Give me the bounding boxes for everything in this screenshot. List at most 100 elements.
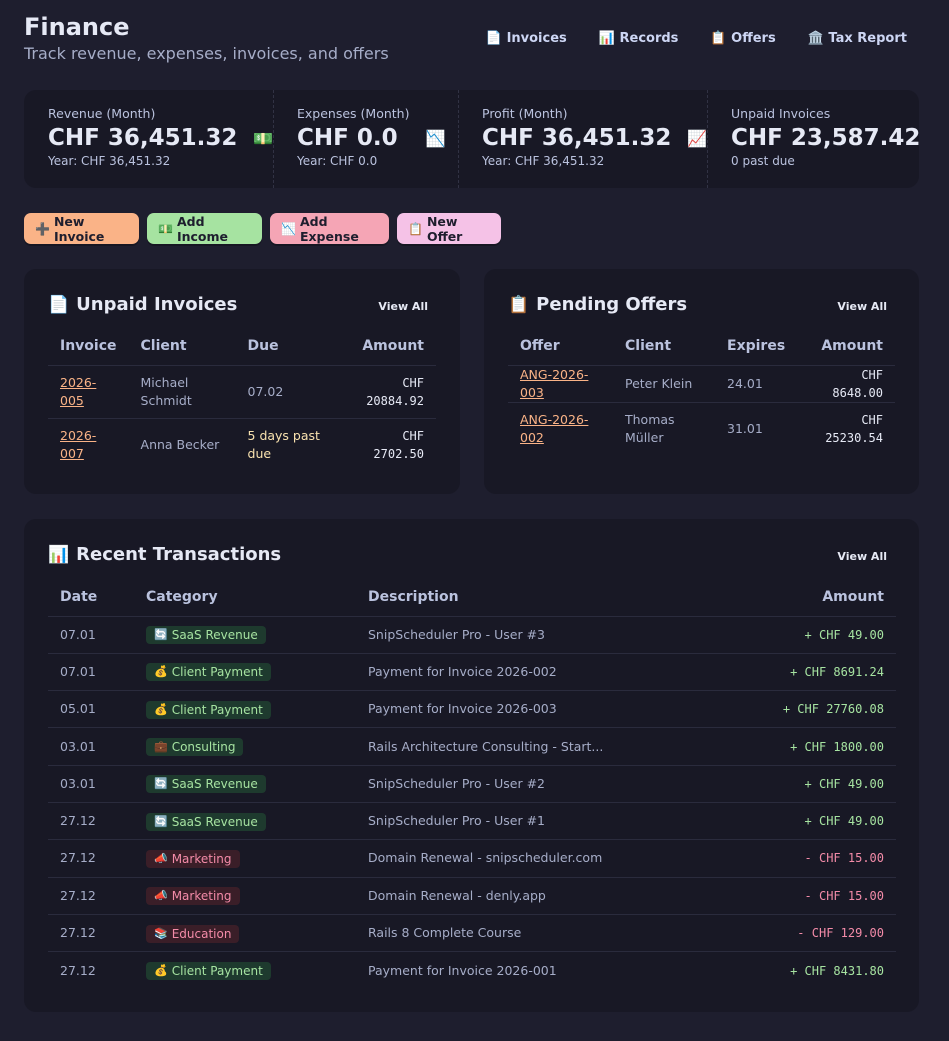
stat-divider	[458, 90, 459, 188]
category-label: Client Payment	[171, 665, 263, 680]
description-cell: SnipScheduler Pro - User #2	[356, 765, 736, 803]
date-cell: 03.01	[48, 727, 134, 766]
table-row: 05.01 💰 Client Payment Payment for Invoice …	[48, 690, 896, 729]
offer-link[interactable]: ANG-2026-003	[520, 366, 589, 400]
column-header: Offer	[508, 327, 613, 366]
amount-cell: + CHF 49.00	[736, 616, 896, 654]
stat-sub: 0 past due	[731, 154, 795, 168]
column-header: Client	[128, 327, 236, 366]
amount-cell: - CHF 15.00	[736, 877, 896, 915]
stat-sub: Year: CHF 36,451.32	[48, 154, 171, 168]
view-all-transactions-link[interactable]: View All	[837, 550, 887, 563]
stat-value: CHF 0.0	[297, 125, 398, 151]
new-offer-button[interactable]: 📋 New Offer	[397, 213, 501, 244]
nav-offers-label: Offers	[731, 31, 776, 46]
stat-label: Expenses (Month)	[297, 106, 410, 121]
stat-unpaid: Unpaid Invoices CHF 23,587.42 📄 0 past d…	[707, 90, 919, 188]
category-label: Client Payment	[171, 702, 263, 717]
invoice-link[interactable]: 2026-007	[60, 427, 97, 461]
add-income-button[interactable]: 💵 Add Income	[147, 213, 262, 244]
nav-tax-report-label: Tax Report	[828, 31, 907, 46]
invoice-link[interactable]: 2026-005	[60, 374, 97, 408]
date-cell: 03.01	[48, 765, 134, 803]
client-cell: Peter Klein	[613, 365, 715, 403]
category-badge: 📣 Marketing	[146, 849, 240, 868]
button-label: Add Income	[176, 213, 229, 244]
clipboard-icon: 📋	[710, 31, 727, 46]
unpaid-invoices-card: 📄 Unpaid Invoices View All Invoice Clien…	[24, 269, 460, 494]
bank-icon: 🏛️	[807, 31, 824, 46]
chart-down-icon: 📉	[425, 128, 446, 148]
view-all-invoices-link[interactable]: View All	[378, 300, 428, 313]
add-expense-button[interactable]: 📉 Add Expense	[270, 213, 389, 244]
stat-sub: Year: CHF 0.0	[297, 154, 378, 168]
category-icon: 📚	[154, 926, 168, 940]
category-icon: 💰	[154, 702, 168, 716]
unpaid-invoices-table: Invoice Client Due Amount 2026-005 Micha…	[48, 327, 436, 471]
stat-value: CHF 36,451.32	[482, 125, 672, 151]
due-cell: 5 days past due	[247, 427, 320, 461]
amount-cell: CHF 20884.92	[335, 365, 436, 419]
document-icon: 📄	[48, 294, 70, 315]
stat-label: Unpaid Invoices	[731, 106, 831, 121]
offer-link[interactable]: ANG-2026-002	[520, 411, 589, 445]
client-cell: Anna Becker	[140, 436, 220, 452]
nav-offers-link[interactable]: 📋 Offers	[700, 28, 785, 49]
nav-invoices-link[interactable]: 📄 Invoices	[476, 28, 577, 49]
amount-cell: + CHF 27760.08	[736, 690, 896, 729]
new-invoice-button[interactable]: ➕ New Invoice	[24, 213, 139, 244]
category-badge: 💰 Client Payment	[146, 962, 271, 981]
button-label: Add Expense	[299, 213, 359, 244]
category-badge: 🔄 SaaS Revenue	[146, 775, 266, 794]
category-label: Consulting	[171, 740, 236, 755]
amount-cell: CHF 2702.50	[373, 428, 424, 461]
amount-cell: CHF 8648.00	[797, 365, 895, 403]
card-title: 📋 Pending Offers	[508, 294, 687, 315]
category-icon: 💼	[154, 740, 168, 754]
pending-offers-table: Offer Client Expires Amount ANG-2026-003…	[508, 327, 895, 455]
button-label: New Offer	[426, 213, 463, 244]
description-cell: Payment for Invoice 2026-001	[368, 962, 557, 978]
description-cell: Rails Architecture Consulting - Start...	[356, 727, 736, 766]
category-label: SaaS Revenue	[171, 628, 258, 643]
category-label: Education	[171, 926, 232, 941]
category-badge: 🔄 SaaS Revenue	[146, 626, 266, 645]
category-icon: 💰	[154, 665, 168, 679]
date-cell: 27.12	[48, 839, 134, 878]
category-icon: 🔄	[154, 628, 168, 642]
category-badge: 💰 Client Payment	[146, 700, 271, 719]
card-title-text: Unpaid Invoices	[76, 294, 238, 315]
category-icon: 💰	[154, 964, 168, 978]
column-header: Amount	[797, 327, 895, 366]
table-row: 07.01 🔄 SaaS Revenue SnipScheduler Pro - Us…	[48, 616, 896, 654]
category-icon: 🔄	[154, 814, 168, 828]
clipboard-icon: 📋	[408, 221, 423, 236]
category-badge: 🔄 SaaS Revenue	[146, 812, 266, 831]
card-title: 📊 Recent Transactions	[48, 544, 281, 565]
view-all-offers-link[interactable]: View All	[837, 300, 887, 313]
amount-cell: CHF 25230.54	[825, 412, 883, 445]
date-cell: 05.01	[48, 690, 134, 729]
date-cell: 27.12	[48, 802, 134, 841]
table-row: 27.12 💰 Client Payment Payment for Invoice …	[48, 952, 896, 989]
category-icon: 📣	[154, 889, 168, 903]
category-label: Marketing	[171, 851, 232, 866]
stat-sub: Year: CHF 36,451.32	[482, 154, 605, 168]
table-row: 2026-005 Michael Schmidt 07.02 CHF 20884…	[48, 365, 436, 419]
stat-revenue: Revenue (Month) CHF 36,451.32 💵 Year: CH…	[24, 90, 273, 188]
page-header: Finance Track revenue, expenses, invoice…	[24, 12, 925, 72]
money-icon: 💵	[253, 128, 274, 148]
chart-down-icon: 📉	[281, 221, 296, 236]
nav-tax-report-link[interactable]: 🏛️ Tax Report	[798, 28, 917, 49]
transactions-table: Date Category Description Amount 07.01 🔄 S…	[48, 578, 896, 989]
category-label: SaaS Revenue	[171, 777, 258, 792]
nav-records-label: Records	[619, 31, 679, 46]
stats-panel: Revenue (Month) CHF 36,451.32 💵 Year: CH…	[24, 90, 919, 188]
money-icon: 💵	[158, 221, 173, 236]
description-cell: Payment for Invoice 2026-002	[356, 653, 736, 692]
description-cell: SnipScheduler Pro - User #1	[356, 802, 736, 841]
card-title-text: Pending Offers	[536, 294, 688, 315]
nav-records-link[interactable]: 📊 Records	[589, 28, 689, 49]
date-cell: 07.01	[48, 653, 134, 692]
column-header: Category	[134, 578, 356, 617]
